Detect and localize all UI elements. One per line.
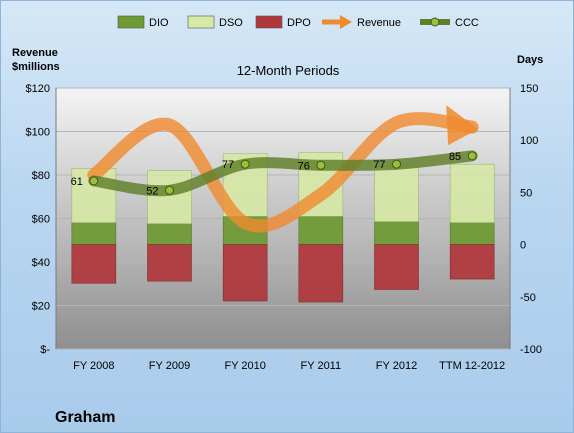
right-axis-title: Days [517, 54, 543, 66]
bar-dpo [449, 244, 495, 280]
axes-group: $- $20 $40 $60 $80 $100 $120 -100 -50 0 50 100 150 FY… [26, 83, 543, 372]
left-tick-label: $40 [32, 257, 50, 269]
legend-swatch [255, 15, 283, 29]
company-name: Graham [55, 409, 115, 426]
bar-dpo [374, 244, 419, 290]
legend-revenue-arrow [340, 15, 352, 29]
left-tick-label: $60 [32, 214, 50, 226]
legend-swatch [117, 15, 145, 29]
ccc-point [316, 160, 326, 170]
bar-dio [71, 222, 117, 245]
category-label: TTM 12-2012 [439, 360, 505, 372]
bar-dio [374, 221, 419, 245]
legend-ccc-dot [430, 17, 440, 27]
legend-label: DPO [287, 17, 311, 29]
legend: DIO DSO DPO Revenue CCC [117, 15, 479, 29]
right-tick-label: 100 [520, 135, 538, 147]
left-axis-title-line1: Revenue [12, 47, 58, 59]
category-label: FY 2009 [149, 360, 190, 372]
lines-group: 61 52 77 76 77 85 [71, 105, 479, 233]
gridlines [56, 87, 510, 350]
ccc-data-label: 85 [449, 151, 461, 163]
right-tick-label: 150 [520, 83, 538, 95]
left-axis-title-line2: $millions [12, 61, 60, 73]
left-tick-label: $20 [32, 301, 50, 313]
ccc-data-label: 77 [373, 159, 385, 171]
ccc-point [89, 176, 99, 186]
ccc-data-label: 76 [298, 160, 310, 172]
legend-label: CCC [455, 17, 479, 29]
ccc-data-label: 52 [146, 185, 158, 197]
category-label: FY 2008 [73, 360, 114, 372]
chart-title: 12-Month Periods [237, 63, 340, 78]
legend-label: DIO [149, 17, 169, 29]
bar-dio [449, 222, 495, 245]
bar-dio [298, 216, 344, 245]
category-label: FY 2010 [224, 360, 265, 372]
bar-dso [449, 163, 495, 223]
legend-swatch [187, 15, 215, 29]
category-label: FY 2012 [376, 360, 417, 372]
bar-dpo [298, 244, 344, 303]
ccc-point [240, 159, 250, 169]
bar-dpo [147, 244, 192, 282]
right-tick-label: 0 [520, 240, 526, 252]
right-tick-label: 50 [520, 187, 532, 199]
ccc-data-label: 61 [71, 176, 83, 188]
bar-dpo [71, 244, 117, 284]
revenue-line [87, 112, 479, 233]
category-label: FY 2011 [301, 360, 342, 372]
legend-label: Revenue [357, 17, 401, 29]
right-tick-label: -50 [520, 292, 536, 304]
ccc-data-label: 77 [222, 159, 234, 171]
ccc-point [467, 151, 477, 161]
left-tick-label: $80 [32, 170, 50, 182]
bar-dpo [222, 244, 268, 302]
ccc-point [165, 185, 174, 195]
bars-group [71, 152, 495, 303]
left-tick-label: $- [40, 344, 50, 356]
bar-dio [147, 223, 192, 245]
ccc-point [392, 159, 401, 169]
left-tick-label: $120 [26, 83, 50, 95]
right-tick-label: -100 [520, 344, 542, 356]
ccc-line [88, 150, 478, 197]
revenue-arrowhead [446, 105, 479, 146]
bar-dso [147, 170, 192, 225]
left-tick-label: $100 [26, 127, 50, 139]
bar-dso [374, 166, 419, 222]
legend-label: DSO [219, 17, 243, 29]
